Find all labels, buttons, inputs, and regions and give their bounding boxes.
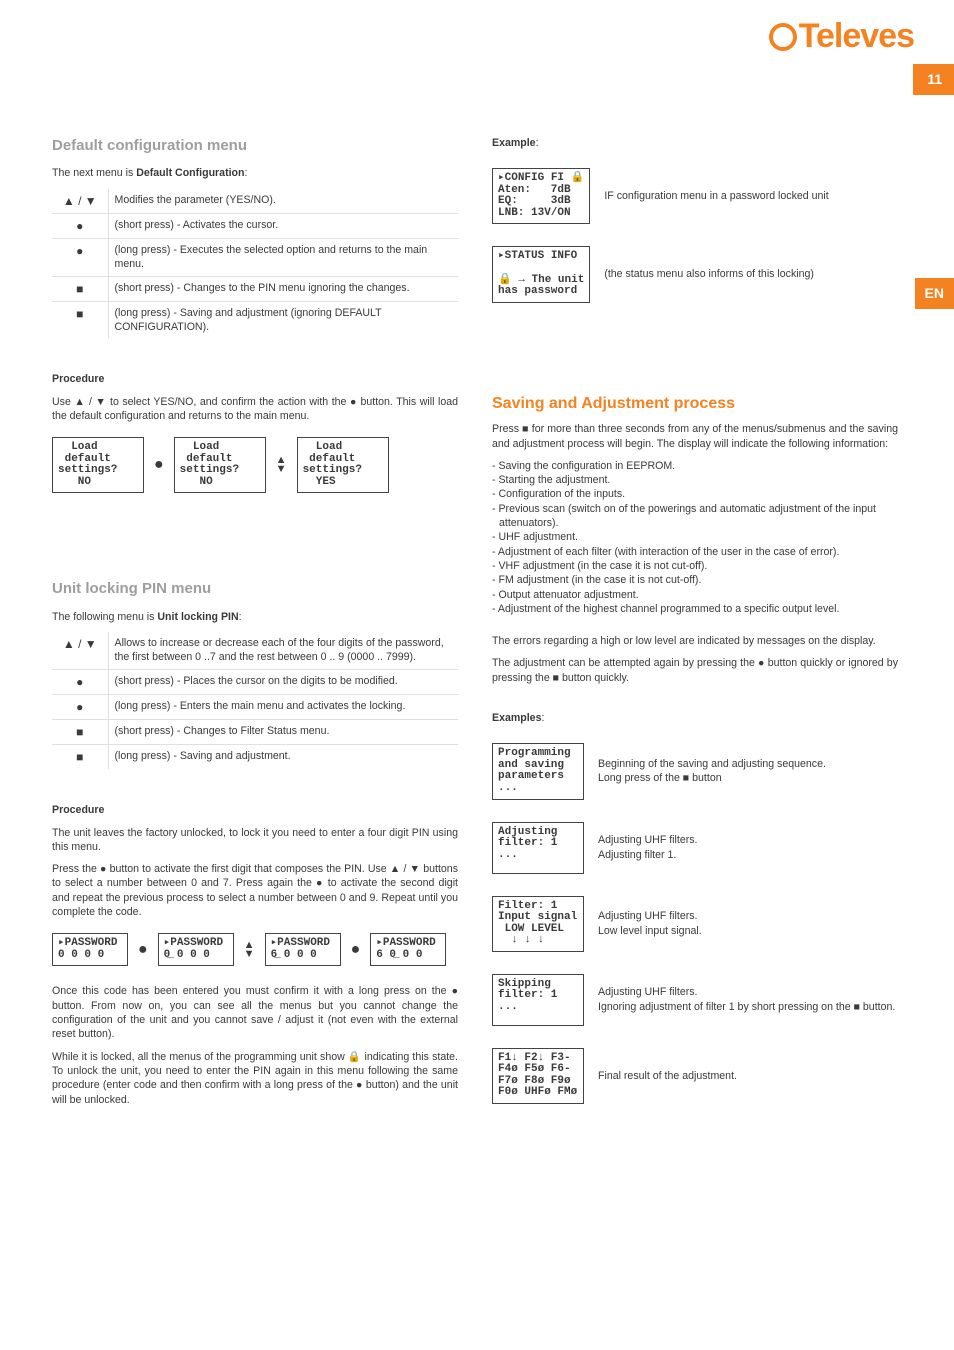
table-row: ▲ / ▼Allows to increase or decrease each… — [52, 632, 458, 669]
circle-icon: ● — [138, 939, 148, 961]
saving-intro: Press ■ for more than three seconds from… — [492, 422, 898, 451]
pin-keytable: ▲ / ▼Allows to increase or decrease each… — [52, 632, 458, 769]
error-para: The errors regarding a high or low level… — [492, 634, 898, 648]
saving-example-caption: Adjusting UHF filters. Ignoring adjustme… — [598, 985, 895, 1014]
saving-bullet-list: - Saving the configuration in EEPROM. - … — [492, 459, 898, 616]
lcd-display: Load default settings? NO — [174, 437, 266, 493]
default-config-heading: Default configuration menu — [52, 136, 458, 156]
brand-logo: Televes — [769, 14, 914, 60]
pin-menu-intro: The following menu is Unit locking PIN: — [52, 610, 458, 624]
example-row-1: ▸CONFIG FI 🔒 Aten: 7dB EQ: 3dB LNB: 13V/… — [492, 168, 898, 224]
saving-example-row: F1↓ F2↓ F3- F4ø F5ø F6- F7ø F8ø F9ø F0ø … — [492, 1048, 898, 1104]
retry-para: The adjustment can be attempted again by… — [492, 656, 898, 685]
brand-o-icon — [769, 23, 797, 51]
procedure-text: Use ▲ / ▼ to select YES/NO, and confirm … — [52, 395, 458, 424]
up-down-arrows-icon: ▲▼ — [244, 941, 255, 959]
list-item: - Adjustment of each filter (with intera… — [492, 545, 898, 559]
lcd-display: ▸PASSWORD 0̲ 0 0 0 — [158, 933, 234, 966]
lcd-display: ▸STATUS INFO 🔒 → The unit has password — [492, 246, 590, 302]
table-row: ●(long press) - Executes the selected op… — [52, 238, 458, 276]
lcd-display: Load default settings? NO — [52, 437, 144, 493]
list-item: - VHF adjustment (in the case it is not … — [492, 559, 898, 573]
saving-example-row: Filter: 1 Input signal LOW LEVEL ↓ ↓ ↓ A… — [492, 896, 898, 952]
lcd-display: ▸PASSWORD 6 0̲ 0 0 — [370, 933, 446, 966]
right-column: Example: ▸CONFIG FI 🔒 Aten: 7dB EQ: 3dB … — [492, 136, 898, 1126]
lcd-display: ▸PASSWORD 6̲ 0 0 0 — [265, 933, 341, 966]
pin-proc-para2: Press the ● button to activate the first… — [52, 862, 458, 919]
list-item: - Adjustment of the highest channel prog… — [492, 602, 898, 616]
list-item: - Starting the adjustment. — [492, 473, 898, 487]
pin-procedure-label: Procedure — [52, 803, 458, 817]
default-config-keytable: ▲ / ▼Modifies the parameter (YES/NO). ●(… — [52, 189, 458, 339]
lcd-display: Skipping filter: 1 ... — [492, 974, 584, 1026]
example-label: Example: — [492, 136, 898, 150]
examples-label: Examples: — [492, 711, 898, 725]
left-column: Default configuration menu The next menu… — [52, 136, 458, 1126]
table-row: ●(short press) - Places the cursor on th… — [52, 669, 458, 694]
lcd-display: ▸PASSWORD 0 0 0 0 — [52, 933, 128, 966]
lcd-display: Adjusting filter: 1 ... — [492, 822, 584, 874]
list-item: - UHF adjustment. — [492, 530, 898, 544]
list-item: - Output attenuator adjustment. — [492, 588, 898, 602]
table-row: ■(short press) - Changes to Filter Statu… — [52, 719, 458, 744]
default-config-lcd-row: Load default settings? NO ● Load default… — [52, 437, 458, 493]
saving-example-caption: Final result of the adjustment. — [598, 1069, 737, 1083]
pin-lcd-row: ▸PASSWORD 0 0 0 0 ● ▸PASSWORD 0̲ 0 0 0 ▲… — [52, 933, 458, 966]
lcd-display: Filter: 1 Input signal LOW LEVEL ↓ ↓ ↓ — [492, 896, 584, 952]
procedure-label: Procedure — [52, 372, 458, 386]
saving-example-caption: Adjusting UHF filters. Adjusting filter … — [598, 833, 698, 862]
table-row: ■(long press) - Saving and adjustment. — [52, 745, 458, 770]
saving-example-row: Skipping filter: 1 ... Adjusting UHF fil… — [492, 974, 898, 1026]
circle-icon: ● — [154, 454, 164, 476]
page-number-badge: 11 — [913, 64, 954, 95]
pin-menu-heading: Unit locking PIN menu — [52, 579, 458, 599]
table-row: ■(short press) - Changes to the PIN menu… — [52, 276, 458, 301]
table-row: ▲ / ▼Modifies the parameter (YES/NO). — [52, 189, 458, 214]
up-down-arrows-icon: ▲▼ — [276, 456, 287, 474]
table-row: ■(long press) - Saving and adjustment (i… — [52, 301, 458, 338]
example-row-2: ▸STATUS INFO 🔒 → The unit has password (… — [492, 246, 898, 302]
default-config-intro: The next menu is Default Configuration: — [52, 166, 458, 180]
lcd-display: Programming and saving parameters ... — [492, 743, 584, 799]
list-item: - FM adjustment (in the case it is not c… — [492, 573, 898, 587]
list-item: - Configuration of the inputs. — [492, 487, 898, 501]
list-item: - Saving the configuration in EEPROM. — [492, 459, 898, 473]
lcd-display: Load default settings? YES — [297, 437, 389, 493]
saving-example-caption: Adjusting UHF filters. Low level input s… — [598, 909, 702, 938]
table-row: ●(short press) - Activates the cursor. — [52, 213, 458, 238]
language-badge: EN — [915, 278, 954, 309]
example-caption: (the status menu also informs of this lo… — [604, 267, 814, 281]
circle-icon: ● — [351, 939, 361, 961]
pin-proc-para3: Once this code has been entered you must… — [52, 984, 458, 1041]
pin-proc-para1: The unit leaves the factory unlocked, to… — [52, 826, 458, 855]
lcd-display: ▸CONFIG FI 🔒 Aten: 7dB EQ: 3dB LNB: 13V/… — [492, 168, 590, 224]
pin-proc-para4: While it is locked, all the menus of the… — [52, 1050, 458, 1107]
example-caption: IF configuration menu in a password lock… — [604, 189, 828, 203]
list-item: - Previous scan (switch on of the poweri… — [492, 502, 898, 531]
table-row: ●(long press) - Enters the main menu and… — [52, 694, 458, 719]
saving-example-caption: Beginning of the saving and adjusting se… — [598, 757, 826, 786]
brand-text: Televes — [799, 14, 914, 60]
saving-example-row: Adjusting filter: 1 ... Adjusting UHF fi… — [492, 822, 898, 874]
saving-example-row: Programming and saving parameters ... Be… — [492, 743, 898, 799]
saving-heading: Saving and Adjustment process — [492, 393, 898, 415]
lcd-display: F1↓ F2↓ F3- F4ø F5ø F6- F7ø F8ø F9ø F0ø … — [492, 1048, 584, 1104]
